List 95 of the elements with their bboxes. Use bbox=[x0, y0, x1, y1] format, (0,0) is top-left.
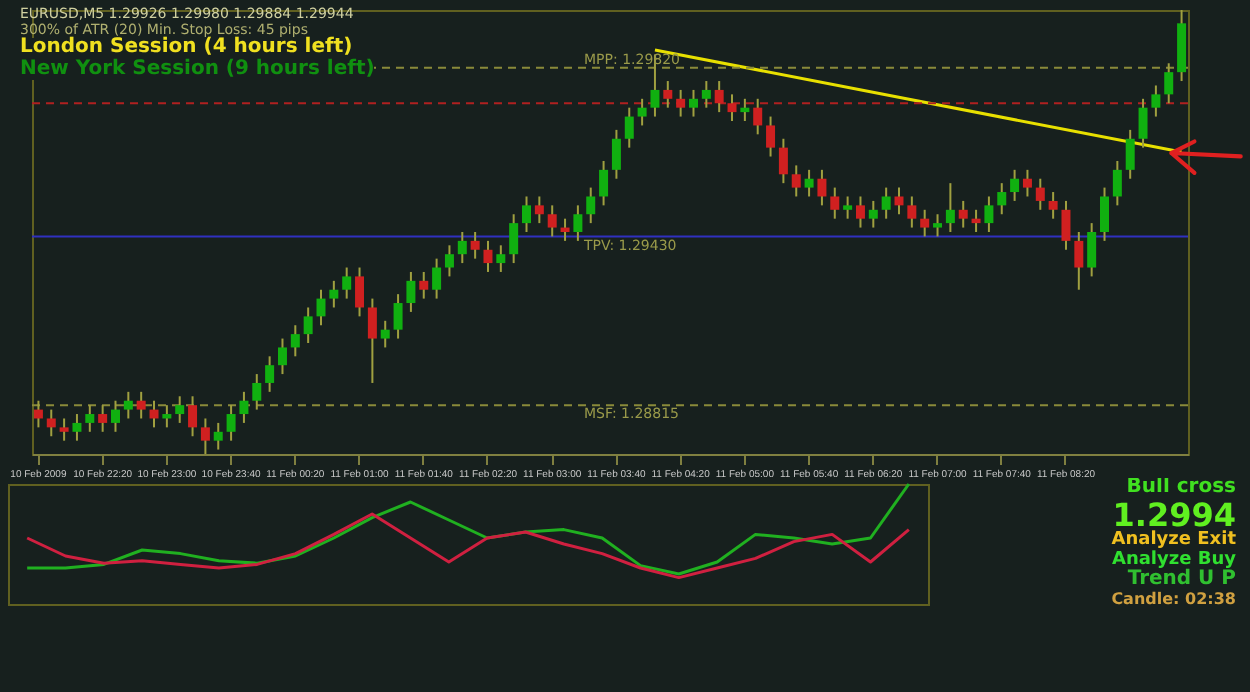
candlestick bbox=[110, 399, 120, 433]
candlestick bbox=[1164, 62, 1174, 105]
candlestick bbox=[624, 106, 634, 149]
candlestick bbox=[444, 244, 454, 278]
candlestick bbox=[509, 213, 519, 265]
candlestick bbox=[329, 279, 339, 309]
candlestick bbox=[1151, 84, 1161, 118]
candlestick bbox=[1022, 168, 1032, 198]
candlestick bbox=[611, 128, 621, 180]
candlestick bbox=[380, 319, 390, 349]
candlestick bbox=[701, 80, 711, 109]
candlestick bbox=[1074, 231, 1084, 291]
candlestick bbox=[33, 399, 43, 429]
candlestick bbox=[252, 373, 262, 411]
candlestick bbox=[432, 257, 442, 300]
candlestick bbox=[573, 204, 583, 242]
candlestick bbox=[470, 231, 480, 260]
candlestick bbox=[1048, 191, 1058, 220]
candlestick bbox=[188, 395, 198, 438]
candlestick bbox=[881, 186, 891, 220]
candlestick bbox=[534, 195, 544, 225]
candlestick bbox=[522, 195, 532, 233]
candlestick bbox=[971, 208, 981, 233]
annotation: New York Session (9 hours left) bbox=[20, 57, 375, 81]
annotation: London Session (4 hours left) bbox=[20, 36, 353, 60]
candlestick bbox=[226, 404, 236, 442]
candlestick bbox=[817, 168, 827, 207]
candlestick bbox=[200, 417, 210, 455]
candlestick bbox=[213, 421, 223, 451]
candlestick bbox=[637, 97, 647, 127]
candlestick bbox=[984, 195, 994, 233]
candlestick bbox=[599, 159, 609, 207]
candlestick bbox=[1138, 97, 1148, 149]
candlestick bbox=[907, 195, 917, 229]
candlestick bbox=[98, 404, 108, 433]
candlestick bbox=[766, 115, 776, 158]
candlestick bbox=[791, 164, 801, 198]
candlestick bbox=[393, 293, 403, 340]
candlestick bbox=[149, 399, 159, 429]
candlestick bbox=[1087, 222, 1097, 278]
candlestick bbox=[663, 80, 673, 109]
candlestick bbox=[1061, 199, 1071, 251]
candlestick bbox=[85, 404, 95, 433]
candlestick bbox=[46, 408, 56, 438]
candlestick bbox=[419, 270, 429, 300]
candlestick bbox=[239, 390, 249, 424]
candlestick bbox=[265, 355, 275, 393]
candlestick bbox=[843, 195, 853, 220]
candlestick bbox=[676, 88, 686, 118]
candlestick bbox=[483, 239, 493, 273]
candlestick bbox=[778, 137, 788, 185]
text: Trend U P bbox=[1125, 568, 1236, 591]
candlestick bbox=[855, 195, 865, 229]
candlestick bbox=[920, 208, 930, 238]
candlestick bbox=[303, 306, 313, 344]
candlestick bbox=[586, 186, 596, 225]
candlestick bbox=[868, 199, 878, 229]
candlestick bbox=[958, 199, 968, 229]
candlestick bbox=[457, 231, 467, 265]
candlestick bbox=[894, 186, 904, 216]
candlestick bbox=[367, 297, 377, 384]
text: 1.2994 bbox=[1112, 495, 1236, 533]
candlestick bbox=[342, 266, 352, 300]
candlestick bbox=[1112, 159, 1122, 207]
candlestick bbox=[1100, 186, 1110, 242]
candlestick bbox=[997, 182, 1007, 216]
candlestick bbox=[714, 80, 724, 114]
candlestick bbox=[162, 404, 172, 429]
candlestick bbox=[688, 88, 698, 118]
candlestick bbox=[406, 270, 416, 313]
candlestick bbox=[547, 204, 557, 238]
candlestick bbox=[1010, 168, 1020, 202]
candlestick bbox=[1125, 128, 1135, 180]
candlestick bbox=[496, 244, 506, 273]
candlestick bbox=[277, 337, 287, 376]
candlestick bbox=[945, 182, 955, 233]
text: Candle: 02:38 bbox=[1109, 589, 1236, 609]
candlestick bbox=[123, 390, 133, 420]
candlestick bbox=[290, 324, 300, 358]
candlestick bbox=[727, 93, 737, 122]
candlestick bbox=[753, 97, 763, 136]
candlestick bbox=[59, 417, 69, 442]
text: Analyze Exit bbox=[1109, 530, 1236, 551]
candlestick bbox=[136, 390, 146, 420]
candlestick bbox=[355, 266, 365, 318]
candlestick bbox=[175, 395, 185, 424]
candlestick bbox=[1035, 177, 1045, 211]
text: Bull cross bbox=[1124, 476, 1236, 499]
candlestick bbox=[72, 413, 82, 442]
text: Analyze Buy bbox=[1109, 549, 1236, 570]
candlestick bbox=[804, 168, 814, 198]
candlestick bbox=[933, 213, 943, 238]
candlestick bbox=[830, 186, 840, 220]
candlestick bbox=[560, 217, 570, 242]
candlestick bbox=[740, 97, 750, 122]
